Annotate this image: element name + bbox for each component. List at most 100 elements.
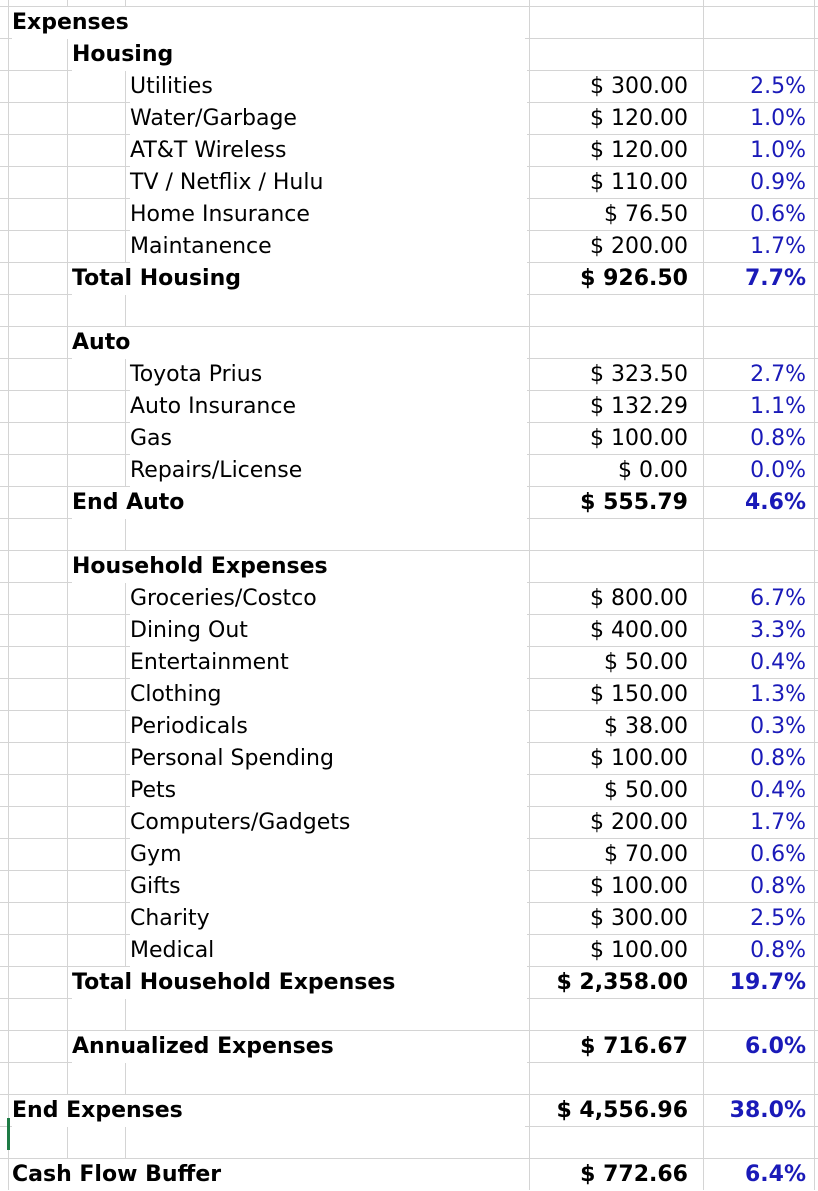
expense-amount-cell[interactable]: $ 150.00 (590, 682, 688, 707)
expense-label-cell[interactable]: Home Insurance (130, 199, 527, 231)
expense-label-cell[interactable]: Medical (130, 935, 527, 967)
expense-percent-cell[interactable]: 0.8% (750, 874, 806, 899)
expense-percent-cell[interactable]: 3.3% (750, 618, 806, 643)
expense-percent-cell[interactable]: 0.8% (750, 426, 806, 451)
expense-percent-cell[interactable]: 0.0% (750, 458, 806, 483)
expense-label-cell[interactable]: Charity (130, 903, 527, 935)
expense-label-cell[interactable]: Maintanence (130, 231, 527, 263)
auto-total-percent-cell[interactable]: 4.6% (744, 490, 806, 515)
annualized-percent-cell[interactable]: 6.0% (744, 1034, 806, 1059)
household-total-label-cell[interactable]: Total Household Expenses (72, 967, 527, 999)
expense-amount-cell[interactable]: $ 100.00 (590, 746, 688, 771)
cash-flow-percent-cell[interactable]: 6.4% (744, 1162, 806, 1187)
expense-amount-cell[interactable]: $ 110.00 (590, 170, 688, 195)
expense-label-cell[interactable]: Gym (130, 839, 527, 871)
housing-total-percent-cell[interactable]: 7.7% (744, 266, 806, 291)
expenses-title-cell[interactable]: Expenses (12, 7, 525, 39)
expense-item-row: TV / Netflix / Hulu $ 110.00 0.9% (0, 167, 818, 199)
expense-amount-cell[interactable]: $ 38.00 (604, 714, 688, 739)
end-expenses-label-cell[interactable]: End Expenses (12, 1095, 525, 1127)
annualized-amount-cell[interactable]: $ 716.67 (580, 1034, 688, 1059)
auto-total-label-cell[interactable]: End Auto (72, 487, 527, 519)
expense-amount-cell[interactable]: $ 300.00 (590, 74, 688, 99)
end-expenses-amount-cell[interactable]: $ 4,556.96 (556, 1098, 688, 1123)
expense-label-cell[interactable]: Utilities (130, 71, 527, 103)
expense-amount-cell[interactable]: $ 323.50 (590, 362, 688, 387)
expense-label-cell[interactable]: TV / Netflix / Hulu (130, 167, 527, 199)
cash-flow-label-cell[interactable]: Cash Flow Buffer (12, 1159, 525, 1191)
housing-total-label-cell[interactable]: Total Housing (72, 263, 527, 295)
annualized-label-cell[interactable]: Annualized Expenses (72, 1031, 527, 1063)
expense-item-row: Personal Spending $ 100.00 0.8% (0, 743, 818, 775)
expense-amount-cell[interactable]: $ 70.00 (604, 842, 688, 867)
expense-label-cell[interactable]: Water/Garbage (130, 103, 527, 135)
expense-percent-cell[interactable]: 1.7% (750, 810, 806, 835)
expense-amount-cell[interactable]: $ 200.00 (590, 810, 688, 835)
expense-label-cell[interactable]: Repairs/License (130, 455, 527, 487)
expense-label-cell[interactable]: Computers/Gadgets (130, 807, 527, 839)
expense-percent-cell[interactable]: 0.8% (750, 938, 806, 963)
expense-percent-cell[interactable]: 0.4% (750, 650, 806, 675)
expense-label-cell[interactable]: Pets (130, 775, 527, 807)
expense-amount-cell[interactable]: $ 50.00 (604, 650, 688, 675)
cash-flow-amount-cell[interactable]: $ 772.66 (580, 1162, 688, 1187)
household-total-amount-cell[interactable]: $ 2,358.00 (556, 970, 688, 995)
expense-amount-cell[interactable]: $ 76.50 (604, 202, 688, 227)
expense-label-cell[interactable]: Clothing (130, 679, 527, 711)
housing-total-amount-cell[interactable]: $ 926.50 (580, 266, 688, 291)
expense-item-row: Groceries/Costco $ 800.00 6.7% (0, 583, 818, 615)
expense-label-cell[interactable]: Gifts (130, 871, 527, 903)
expense-amount-cell[interactable]: $ 132.29 (590, 394, 688, 419)
end-expenses-row: End Expenses $ 4,556.96 38.0% (0, 1095, 818, 1127)
expense-percent-cell[interactable]: 1.7% (750, 234, 806, 259)
expense-percent-cell[interactable]: 2.7% (750, 362, 806, 387)
expense-amount-cell[interactable]: $ 50.00 (604, 778, 688, 803)
end-expenses-percent-cell[interactable]: 38.0% (729, 1098, 806, 1123)
expense-label-cell[interactable]: Toyota Prius (130, 359, 527, 391)
expense-amount-cell[interactable]: $ 100.00 (590, 938, 688, 963)
expense-percent-cell[interactable]: 1.0% (750, 106, 806, 131)
housing-header-cell[interactable]: Housing (72, 39, 527, 71)
expense-amount-cell[interactable]: $ 0.00 (618, 458, 688, 483)
household-total-percent-cell[interactable]: 19.7% (729, 970, 806, 995)
expense-percent-cell[interactable]: 2.5% (750, 906, 806, 931)
expense-label-cell[interactable]: Personal Spending (130, 743, 527, 775)
expense-percent-cell[interactable]: 0.8% (750, 746, 806, 771)
expense-amount-cell[interactable]: $ 800.00 (590, 586, 688, 611)
expense-amount-cell[interactable]: $ 120.00 (590, 106, 688, 131)
housing-header-row: Housing (0, 39, 818, 71)
expense-amount-cell[interactable]: $ 400.00 (590, 618, 688, 643)
active-cell-indicator (7, 1118, 10, 1150)
expense-item-row: Repairs/License $ 0.00 0.0% (0, 455, 818, 487)
expense-amount-cell[interactable]: $ 120.00 (590, 138, 688, 163)
expense-percent-cell[interactable]: 0.3% (750, 714, 806, 739)
auto-header-cell[interactable]: Auto (72, 327, 527, 359)
auto-total-row: End Auto $ 555.79 4.6% (0, 487, 818, 519)
expense-amount-cell[interactable]: $ 100.00 (590, 874, 688, 899)
expense-label-cell[interactable]: Periodicals (130, 711, 527, 743)
expense-label-cell[interactable]: Gas (130, 423, 527, 455)
expense-label-cell[interactable]: Auto Insurance (130, 391, 527, 423)
expense-label-cell[interactable]: Dining Out (130, 615, 527, 647)
expense-item-row: Utilities $ 300.00 2.5% (0, 71, 818, 103)
expense-percent-cell[interactable]: 0.9% (750, 170, 806, 195)
expense-label-cell[interactable]: AT&T Wireless (130, 135, 527, 167)
expense-percent-cell[interactable]: 1.3% (750, 682, 806, 707)
auto-total-amount-cell[interactable]: $ 555.79 (580, 490, 688, 515)
expense-amount-cell[interactable]: $ 300.00 (590, 906, 688, 931)
expense-percent-cell[interactable]: 6.7% (750, 586, 806, 611)
expense-percent-cell[interactable]: 0.4% (750, 778, 806, 803)
expense-percent-cell[interactable]: 0.6% (750, 202, 806, 227)
household-header-cell[interactable]: Household Expenses (72, 551, 527, 583)
expense-percent-cell[interactable]: 1.0% (750, 138, 806, 163)
expense-amount-cell[interactable]: $ 100.00 (590, 426, 688, 451)
expense-percent-cell[interactable]: 1.1% (750, 394, 806, 419)
expense-label-cell[interactable]: Groceries/Costco (130, 583, 527, 615)
expense-percent-cell[interactable]: 2.5% (750, 74, 806, 99)
expense-item-row: Entertainment $ 50.00 0.4% (0, 647, 818, 679)
expense-item-row: Computers/Gadgets $ 200.00 1.7% (0, 807, 818, 839)
expense-label-cell[interactable]: Entertainment (130, 647, 527, 679)
expense-percent-cell[interactable]: 0.6% (750, 842, 806, 867)
expense-amount-cell[interactable]: $ 200.00 (590, 234, 688, 259)
